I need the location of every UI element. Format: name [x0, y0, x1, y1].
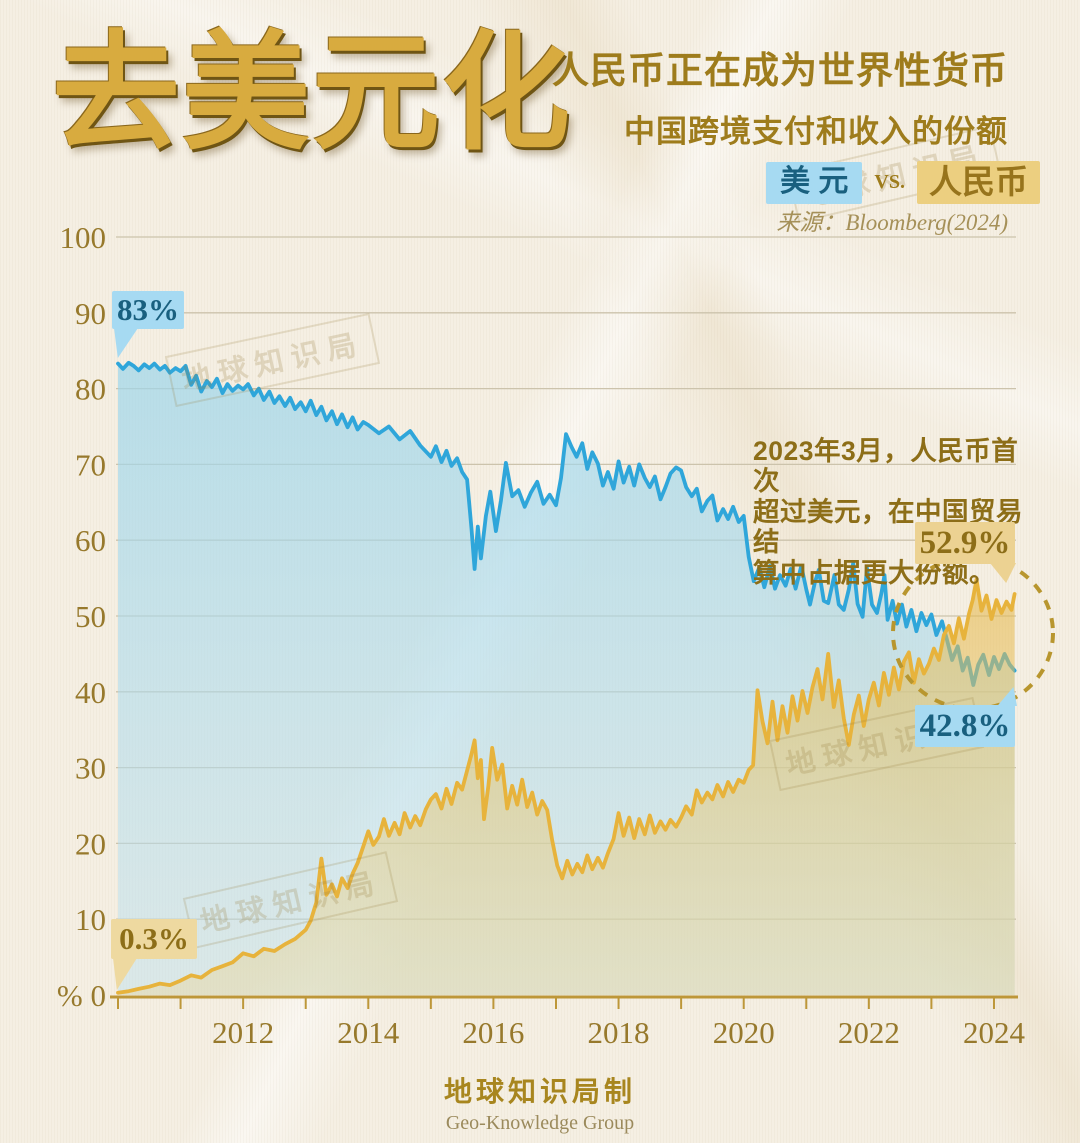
callout-usd-start: 83% — [112, 291, 184, 329]
x-axis-label-2018: 2018 — [588, 1015, 650, 1050]
subtitle-main: 人民币正在成为世界性货币 — [552, 50, 1008, 91]
footer: 地球知识局制 Geo-Knowledge Group — [0, 1070, 1080, 1135]
source-credit: 来源：Bloomberg(2024) — [776, 210, 1008, 235]
y-axis-labels: % 0 10 20 30 40 50 60 70 80 90 100 — [57, 220, 106, 1013]
x-axis-label-2020: 2020 — [713, 1015, 775, 1050]
y-axis-label-80: 80 — [75, 372, 106, 407]
x-axis-label-2024: 2024 — [963, 1015, 1026, 1050]
x-axis-label-2016: 2016 — [462, 1015, 524, 1050]
subtitle-sub: 中国跨境支付和收入的份额 — [624, 114, 1008, 149]
x-axis-label-2014: 2014 — [337, 1015, 400, 1050]
callout-usd-end: 42.8% — [915, 705, 1015, 747]
header-right: 人民币正在成为世界性货币 中国跨境支付和收入的份额 美 元 VS. 人民币 — [552, 40, 1040, 204]
y-axis-label-90: 90 — [75, 296, 106, 331]
y-axis-label-20: 20 — [75, 826, 106, 861]
x-axis-labels: 2012 2014 2016 2018 2020 2022 2024 — [212, 1015, 1025, 1050]
legend-usd-chip: 美 元 — [766, 161, 863, 204]
footer-publisher-cn: 地球知识局制 — [443, 1076, 636, 1107]
legend-rmb-chip: 人民币 — [917, 161, 1040, 204]
legend-vs-label: VS. — [874, 171, 905, 193]
y-axis-label-100: 100 — [60, 220, 107, 255]
y-axis-label-0: % 0 — [57, 978, 106, 1013]
x-axis-ticks — [117, 998, 995, 1009]
rmb-line — [116, 577, 1017, 995]
callout-rmb-end: 52.9% — [915, 522, 1015, 564]
page-title: 去美元化 — [52, 23, 573, 165]
y-axis-label-40: 40 — [75, 675, 106, 710]
y-axis-label-50: 50 — [75, 599, 106, 634]
y-axis-label-70: 70 — [75, 447, 106, 482]
legend: 美 元 VS. 人民币 — [766, 161, 1040, 204]
rmb-area — [118, 579, 1015, 995]
y-axis-label-60: 60 — [75, 523, 106, 558]
y-axis-label-30: 30 — [75, 751, 106, 786]
callout-rmb-start: 0.3% — [111, 919, 197, 959]
x-axis-label-2012: 2012 — [212, 1015, 274, 1050]
y-axis-label-10: 10 — [75, 902, 106, 937]
x-axis-label-2022: 2022 — [838, 1015, 900, 1050]
footer-publisher-en: Geo-Knowledge Group — [445, 1112, 635, 1134]
usd-line — [116, 360, 1017, 687]
